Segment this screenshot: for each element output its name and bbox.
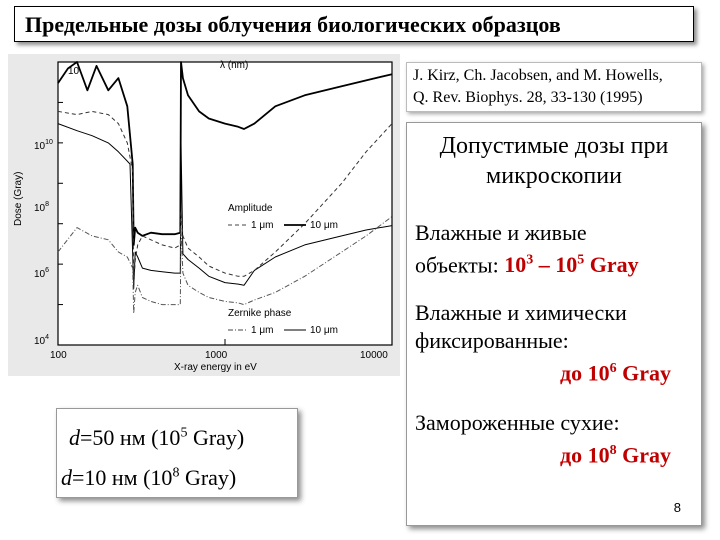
top-axis-label: λ (nm): [220, 60, 248, 71]
svg-text:106: 106: [34, 267, 49, 280]
heading-line-2: микроскопии: [486, 163, 622, 189]
legend-entry-amplitude-10um: 10 μm: [310, 220, 338, 231]
svg-text:104: 104: [34, 334, 49, 347]
y-tick-label-1e8: 108: [34, 201, 49, 214]
wet-fixed-item: Влажные и химически фиксированные: до 10…: [415, 299, 695, 387]
x-tick-label-100: 100: [50, 350, 67, 361]
wet-live-label: Влажные и живые: [415, 220, 587, 245]
wet-live-prefix: объекты:: [415, 252, 505, 278]
title-box: Предельные дозы облучения биологических …: [14, 6, 694, 42]
legend-group-amplitude: Amplitude: [228, 203, 273, 214]
series-line-zernike-phase-10-m: [57, 123, 393, 289]
svg-text:108: 108: [34, 201, 49, 214]
dose-chart-svg: Amplitude 1 μm 10 μm Zernike phase 1 μm …: [13, 60, 393, 373]
y-tick-label-1e6: 106: [34, 267, 49, 280]
citation-box: J. Kirz, Ch. Jacobsen, and M. Howells, Q…: [406, 62, 702, 112]
wet-live-item: Влажные и живые объекты: 103 – 105 Gray: [415, 219, 639, 279]
series-line-amplitude-1-m: [57, 110, 393, 286]
frozen-dry-label: Замороженные сухие:: [415, 410, 620, 435]
y-axis-label: Dose (Gray): [13, 172, 24, 226]
legend-entry-zernike-10um: 10 μm: [310, 325, 338, 336]
page-number: 8: [673, 500, 681, 515]
legend-group-zernike: Zernike phase: [228, 308, 292, 319]
x-axis-label: X-ray energy in eV: [174, 362, 257, 373]
frozen-dry-value: до 108 Gray: [559, 442, 671, 468]
frozen-dry-item: Замороженные сухие: до 108 Gray: [415, 409, 695, 469]
citation-line-2: Q. Rev. Biophys. 28, 33-130 (1995): [413, 89, 643, 106]
tick-marks: [57, 61, 393, 346]
x-tick-label-10000: 10000: [360, 350, 388, 361]
resolution-line-10nm: d=10 нм (108 Gray): [61, 465, 237, 490]
citation-line-1: J. Kirz, Ch. Jacobsen, and M. Howells,: [413, 67, 663, 84]
dose-chart: Amplitude 1 μm 10 μm Zernike phase 1 μm …: [8, 54, 400, 376]
wet-fixed-value: до 106 Gray: [559, 360, 671, 386]
top-axis-tick-label: 10: [68, 66, 80, 77]
y-tick-label-1e4: 104: [34, 334, 49, 347]
y-tick-label-1e10: 1010: [34, 139, 53, 152]
wet-live-range: 103 – 105 Gray: [504, 252, 639, 278]
resolution-line-50nm: d=50 нм (105 Gray): [69, 425, 245, 450]
series-line-zernike-phase-1-m: [57, 216, 393, 314]
legend-entry-amplitude-1um: 1 μm: [251, 220, 273, 231]
wet-fixed-label-2: фиксированные:: [415, 328, 569, 353]
heading-line-1: Допустимые дозы при: [439, 133, 669, 159]
wet-live-value-line: объекты: 103 – 105 Gray: [415, 247, 639, 279]
series-group: [57, 61, 393, 314]
wet-fixed-label-1: Влажные и химически: [415, 300, 627, 325]
allowed-doses-heading: Допустимые дозы при микроскопии: [407, 131, 701, 191]
allowed-doses-box: Допустимые дозы при микроскопии Влажные …: [406, 122, 702, 526]
x-tick-label-1000: 1000: [205, 350, 228, 361]
resolution-box: d=50 нм (105 Gray) d=10 нм (108 Gray): [56, 408, 298, 498]
page-title: Предельные дозы облучения биологических …: [25, 12, 561, 37]
series-line-amplitude-10-m: [57, 61, 393, 246]
svg-text:1010: 1010: [34, 139, 53, 152]
chart-legend: Amplitude 1 μm 10 μm Zernike phase 1 μm …: [228, 203, 338, 336]
legend-entry-zernike-1um: 1 μm: [251, 325, 273, 336]
plot-frame: [57, 61, 393, 346]
